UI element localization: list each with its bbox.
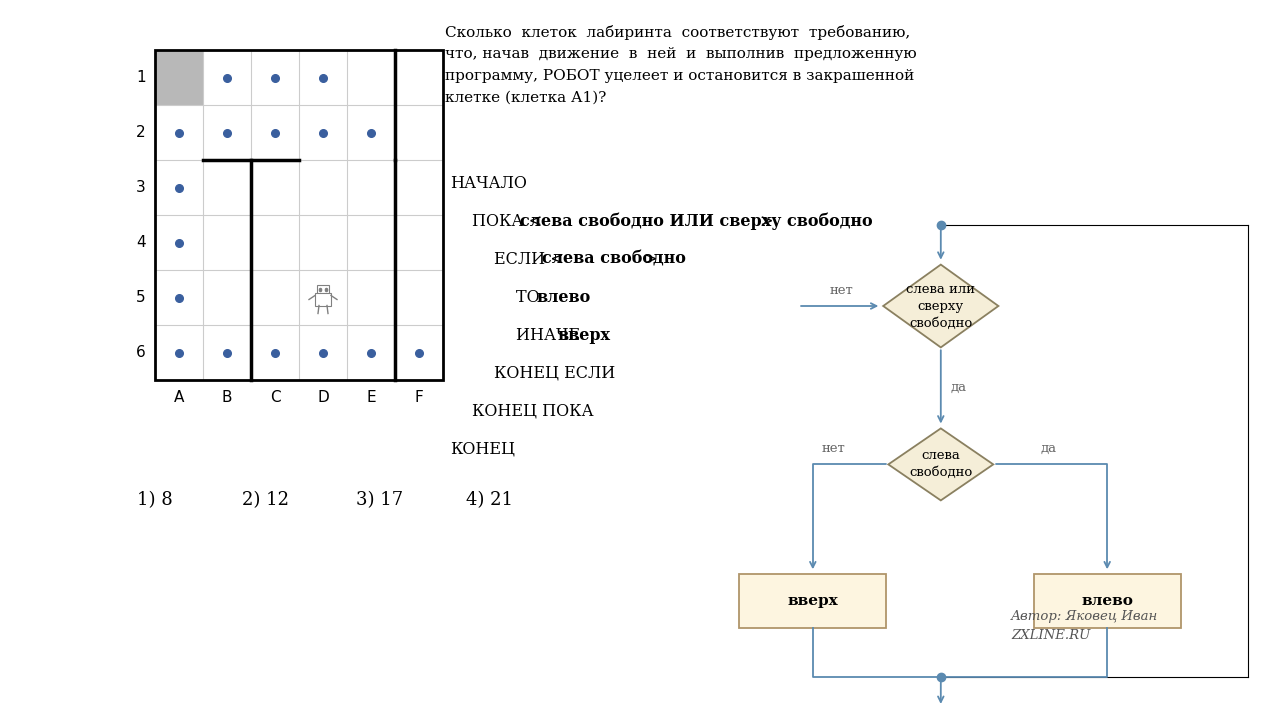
- Text: что, начав  движение  в  ней  и  выполнив  предложенную: что, начав движение в ней и выполнив пре…: [445, 47, 916, 61]
- Bar: [155, 50, 204, 105]
- Text: да: да: [951, 382, 966, 395]
- Text: >: >: [755, 213, 773, 230]
- Text: ТО: ТО: [516, 289, 545, 306]
- Text: 2: 2: [136, 125, 146, 140]
- Text: D: D: [317, 390, 329, 405]
- Text: ЕСЛИ <: ЕСЛИ <: [494, 251, 568, 268]
- Text: 1: 1: [136, 70, 146, 85]
- Text: 4: 4: [136, 235, 146, 250]
- Text: КОНЕЦ: КОНЕЦ: [451, 441, 515, 458]
- Text: вверх: вверх: [787, 594, 838, 608]
- Text: 2) 12: 2) 12: [242, 491, 288, 509]
- Text: НАЧАЛО: НАЧАЛО: [451, 175, 527, 192]
- Text: 3) 17: 3) 17: [356, 491, 403, 509]
- Text: программу, РОБОТ уцелеет и остановится в закрашенной: программу, РОБОТ уцелеет и остановится в…: [445, 69, 914, 83]
- Text: вверх: вверх: [557, 327, 611, 344]
- Text: нет: нет: [822, 442, 845, 455]
- Text: 3: 3: [136, 180, 146, 195]
- Text: 5: 5: [136, 290, 146, 305]
- Text: КОНЕЦ ЕСЛИ: КОНЕЦ ЕСЛИ: [494, 365, 616, 382]
- Text: F: F: [415, 390, 424, 405]
- Text: Автор: Яковец Иван
ZXLINE.RU: Автор: Яковец Иван ZXLINE.RU: [1011, 611, 1158, 642]
- Text: да: да: [1041, 442, 1056, 455]
- Text: >: >: [639, 251, 658, 268]
- Bar: [155, 50, 443, 380]
- Text: ИНАЧЕ: ИНАЧЕ: [516, 327, 585, 344]
- Text: КОНЕЦ ПОКА: КОНЕЦ ПОКА: [472, 403, 594, 420]
- Bar: [317, 284, 329, 294]
- Text: влево: влево: [536, 289, 591, 306]
- Text: слева свободно: слева свободно: [543, 251, 686, 268]
- Text: 4) 21: 4) 21: [466, 491, 513, 509]
- Text: нет: нет: [829, 284, 852, 297]
- Text: слева или
сверху
свободно: слева или сверху свободно: [906, 282, 975, 330]
- Bar: [1034, 575, 1181, 628]
- Polygon shape: [888, 428, 993, 500]
- Text: слева
свободно: слева свободно: [909, 449, 973, 480]
- Text: Сколько  клеток  лабиринта  соответствуют  требованию,: Сколько клеток лабиринта соответствуют т…: [445, 25, 910, 40]
- Text: 1) 8: 1) 8: [137, 491, 173, 509]
- Text: клетке (клетка А1)?: клетке (клетка А1)?: [445, 91, 607, 105]
- Text: A: A: [174, 390, 184, 405]
- Bar: [315, 292, 332, 305]
- Text: 6: 6: [136, 345, 146, 360]
- Polygon shape: [883, 265, 998, 348]
- Text: B: B: [221, 390, 232, 405]
- Text: E: E: [366, 390, 376, 405]
- Text: ПОКА <: ПОКА <: [472, 213, 548, 230]
- Text: влево: влево: [1082, 594, 1133, 608]
- Bar: [740, 575, 886, 628]
- Text: слева свободно ИЛИ сверху свободно: слева свободно ИЛИ сверху свободно: [520, 213, 873, 230]
- Text: C: C: [270, 390, 280, 405]
